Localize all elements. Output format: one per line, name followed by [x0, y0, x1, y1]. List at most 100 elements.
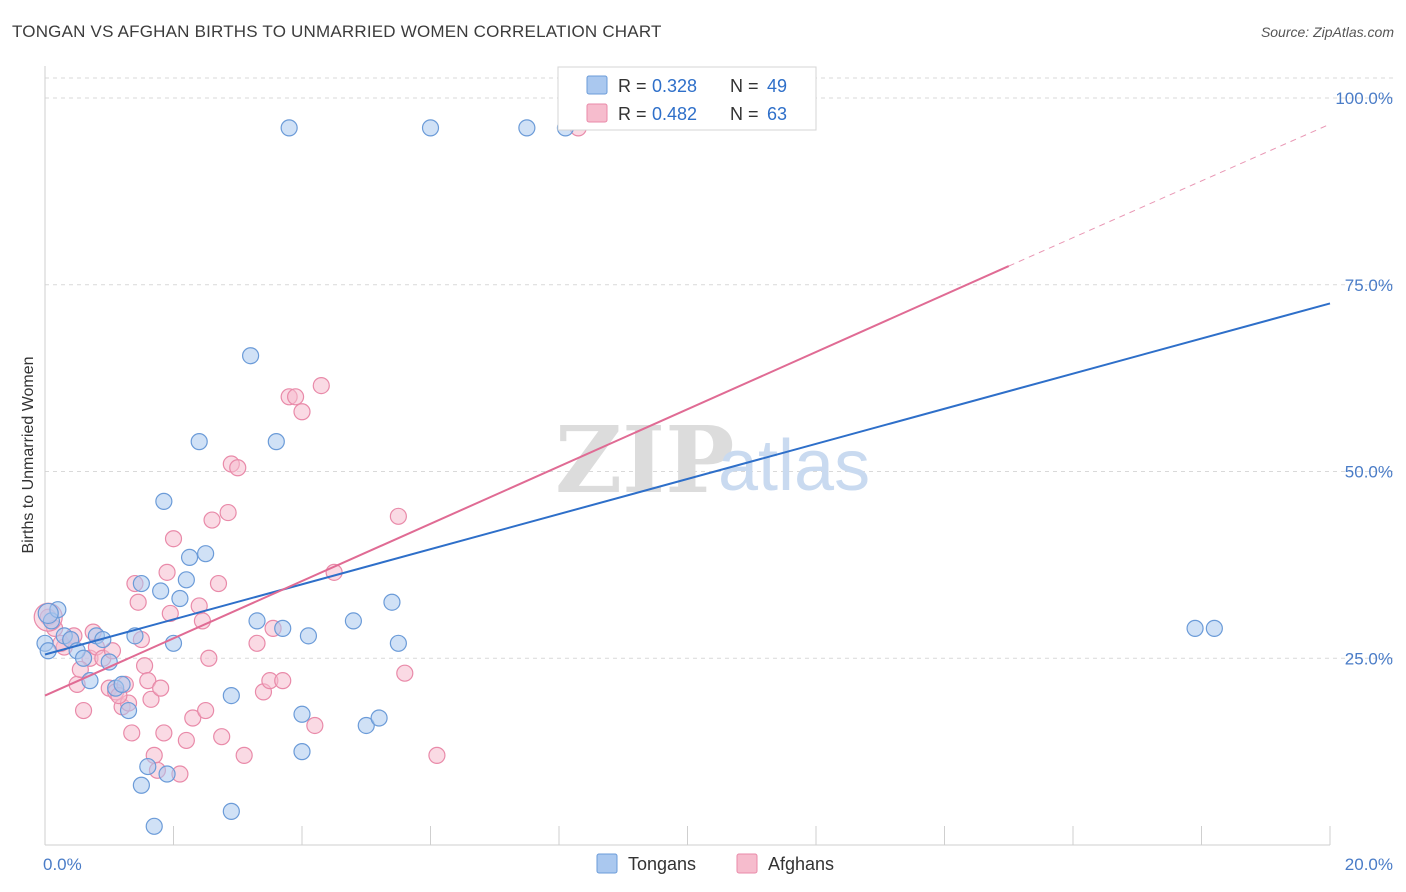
- data-point-afghans: [203, 511, 221, 529]
- data-point-afghans: [74, 701, 93, 720]
- data-point-afghans: [389, 507, 407, 525]
- x-tick-label: 0.0%: [43, 855, 82, 874]
- trendline-afghans-extension: [1008, 123, 1331, 267]
- y-tick-label: 25.0%: [1345, 649, 1393, 668]
- y-tick-label: 50.0%: [1345, 463, 1393, 482]
- legend-n-value-afghans: 63: [767, 104, 787, 124]
- legend-n-label-tongans: N =: [730, 76, 759, 96]
- correlation-legend: R = 0.328 N = 49 R = 0.482 N = 63: [557, 66, 817, 131]
- data-point-tongans: [152, 582, 170, 600]
- series-tongans: [36, 119, 1223, 835]
- data-point-tongans: [370, 709, 388, 727]
- data-point-afghans: [229, 459, 247, 477]
- data-point-tongans: [145, 817, 163, 835]
- watermark-zip: ZIP: [555, 406, 734, 514]
- legend-r-value-tongans: 0.328: [652, 76, 697, 96]
- chart-title: TONGAN VS AFGHAN BIRTHS TO UNMARRIED WOM…: [12, 22, 662, 41]
- data-point-tongans: [158, 765, 176, 783]
- data-point-afghans: [428, 746, 446, 764]
- data-point-tongans: [293, 705, 311, 723]
- data-point-afghans: [248, 634, 266, 652]
- data-point-afghans: [123, 724, 141, 742]
- data-point-afghans: [135, 657, 154, 675]
- data-point-tongans: [518, 119, 536, 137]
- data-point-tongans: [222, 802, 240, 820]
- data-point-tongans: [119, 701, 138, 720]
- axes: [44, 66, 1331, 846]
- data-point-afghans: [306, 716, 324, 735]
- data-point-tongans: [222, 686, 240, 705]
- data-point-tongans: [1205, 619, 1223, 637]
- data-point-tongans: [383, 593, 401, 611]
- data-point-afghans: [184, 709, 202, 727]
- data-point-tongans: [39, 642, 57, 660]
- source-credit: Source: ZipAtlas.com: [1260, 24, 1394, 40]
- series-legend-label-tongans: Tongans: [628, 854, 696, 874]
- data-point-afghans: [219, 503, 237, 522]
- data-point-tongans: [267, 433, 285, 451]
- data-point-tongans: [113, 675, 131, 693]
- data-point-afghans: [396, 664, 414, 682]
- data-point-tongans: [177, 571, 195, 589]
- data-point-tongans: [132, 574, 150, 593]
- data-point-tongans: [139, 757, 157, 776]
- data-point-afghans: [200, 649, 218, 667]
- data-point-tongans: [421, 119, 440, 137]
- data-point-tongans: [293, 743, 311, 761]
- data-point-tongans: [155, 492, 173, 510]
- data-point-tongans: [357, 716, 375, 735]
- data-point-afghans: [177, 731, 195, 750]
- data-point-afghans: [286, 388, 305, 406]
- series-legend-swatch-afghans: [736, 853, 758, 874]
- legend-swatch-tongans: [586, 75, 608, 95]
- data-point-afghans: [235, 746, 253, 764]
- trendline-afghans: [44, 265, 1010, 697]
- watermark: ZIP atlas: [555, 406, 870, 514]
- data-point-tongans: [171, 589, 189, 608]
- data-point-afghans: [293, 403, 311, 421]
- legend-r-value-afghans: 0.482: [652, 104, 697, 124]
- trendline-tongans: [44, 302, 1331, 656]
- data-point-tongans: [190, 433, 208, 451]
- data-point-tongans: [1186, 619, 1204, 637]
- data-point-afghans: [155, 724, 173, 742]
- data-point-afghans: [158, 563, 176, 581]
- data-point-afghans: [164, 530, 183, 548]
- data-point-tongans: [197, 545, 215, 563]
- series-legend: Tongans Afghans: [596, 853, 834, 874]
- data-point-tongans: [344, 612, 362, 630]
- legend-swatch-afghans: [586, 103, 608, 123]
- data-point-tongans: [389, 634, 407, 652]
- data-point-tongans: [132, 776, 150, 794]
- legend-n-value-tongans: 49: [767, 76, 787, 96]
- series-legend-swatch-tongans: [596, 853, 618, 874]
- legend-n-label-afghans: N =: [730, 104, 759, 124]
- data-point-afghans: [161, 604, 179, 623]
- data-point-tongans: [248, 612, 266, 630]
- legend-r-label-afghans: R =: [618, 104, 647, 124]
- data-point-tongans: [74, 649, 93, 667]
- series-legend-label-afghans: Afghans: [768, 854, 834, 874]
- data-point-afghans: [152, 679, 170, 697]
- data-point-tongans: [280, 119, 298, 137]
- data-point-afghans: [129, 593, 147, 611]
- x-tick-label: 20.0%: [1345, 855, 1393, 874]
- data-point-afghans: [274, 672, 292, 690]
- data-point-tongans: [242, 347, 260, 365]
- data-point-afghans: [142, 690, 160, 708]
- y-axis-title: Births to Unmarried Women: [20, 356, 37, 553]
- watermark-atlas: atlas: [718, 426, 870, 506]
- legend-r-label-tongans: R =: [618, 76, 647, 96]
- tick-labels: 25.0% 50.0% 75.0% 100.0% 0.0% 20.0%: [43, 89, 1393, 874]
- data-point-tongans: [180, 548, 199, 567]
- data-point-afghans: [139, 672, 157, 690]
- data-point-afghans: [209, 574, 228, 593]
- data-point-tongans: [299, 627, 318, 645]
- y-tick-label: 75.0%: [1345, 276, 1393, 295]
- data-point-afghans: [312, 376, 330, 395]
- data-point-afghans: [197, 701, 215, 720]
- trendlines: [44, 123, 1331, 697]
- data-point-tongans: [37, 602, 59, 625]
- data-point-tongans: [274, 619, 292, 637]
